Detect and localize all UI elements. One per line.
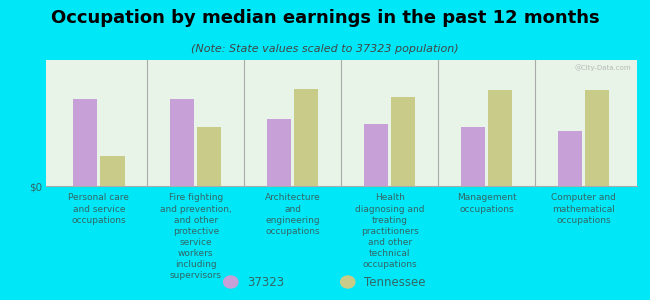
Text: Fire fighting
and prevention,
and other
protective
service
workers
including
sup: Fire fighting and prevention, and other … xyxy=(160,194,231,280)
Bar xyxy=(197,127,222,186)
Bar xyxy=(364,124,388,186)
Text: Tennessee: Tennessee xyxy=(364,275,426,289)
Text: Computer and
mathematical
occupations: Computer and mathematical occupations xyxy=(551,194,616,225)
Text: Occupation by median earnings in the past 12 months: Occupation by median earnings in the pas… xyxy=(51,9,599,27)
Bar xyxy=(488,90,512,186)
Text: Personal care
and service
occupations: Personal care and service occupations xyxy=(68,194,129,225)
Text: @City-Data.com: @City-Data.com xyxy=(575,64,631,70)
Text: Architecture
and
engineering
occupations: Architecture and engineering occupations xyxy=(265,194,320,236)
Bar xyxy=(100,156,125,186)
Bar xyxy=(267,119,291,186)
Bar xyxy=(585,90,609,186)
Bar xyxy=(461,127,486,186)
Bar xyxy=(73,99,98,186)
Bar xyxy=(391,97,415,186)
Bar xyxy=(170,99,194,186)
Bar xyxy=(558,130,582,186)
Text: Management
occupations: Management occupations xyxy=(457,194,517,214)
Bar xyxy=(294,88,318,186)
Text: 37323: 37323 xyxy=(247,275,284,289)
Text: Health
diagnosing and
treating
practitioners
and other
technical
occupations: Health diagnosing and treating practitio… xyxy=(355,194,424,269)
Text: (Note: State values scaled to 37323 population): (Note: State values scaled to 37323 popu… xyxy=(191,44,459,53)
